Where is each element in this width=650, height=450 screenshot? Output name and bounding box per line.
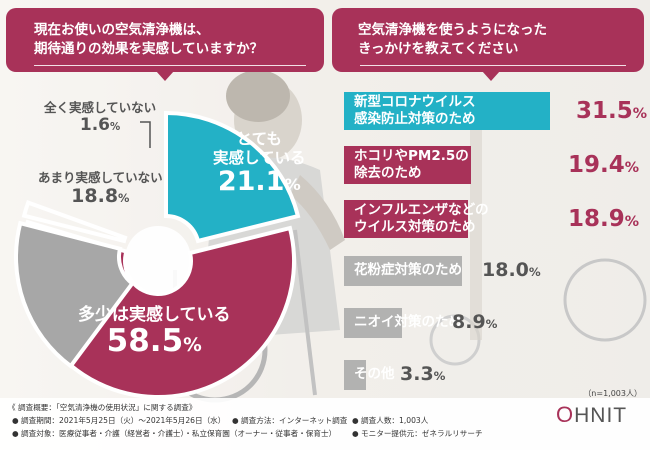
- survey-respondents: ● 調査人数：1,003人: [352, 416, 429, 425]
- slice-value-text: 58.5%: [106, 323, 202, 359]
- bar-other: その他 3.3%: [344, 360, 644, 390]
- slice-very-satisfied: [164, 110, 301, 244]
- percent-unit: %: [118, 190, 130, 205]
- left-header-pointer: [156, 71, 174, 81]
- bar-covid-prevention: 新型コロナウイルス 感染防止対策のため 31.5%: [344, 92, 648, 130]
- bar-category-label: 新型コロナウイルス 感染防止対策のため: [354, 94, 476, 127]
- label-very-satisfied: とても 実感している 21.1%: [213, 130, 306, 199]
- bar-category-label: 花粉症対策のため: [354, 262, 462, 278]
- survey-period: ● 調査期間：2021年5月25日（火）～2021年5月26日（水）: [12, 416, 226, 425]
- bar-value-label: 3.3%: [400, 363, 446, 385]
- bar-fill: [344, 92, 550, 130]
- bar-hay-fever: 花粉症対策のため 18.0%: [344, 256, 644, 286]
- slice-value-text: 18.8%: [71, 184, 130, 207]
- left-question-header: 現在お使いの空気清浄機は、 期待通りの効果を実感していますか？: [6, 8, 324, 81]
- survey-method: ● 調査方法：インターネット調査: [232, 416, 348, 425]
- label-somewhat-satisfied: 多少は実感している 58.5%: [78, 305, 231, 362]
- bar-category-label: その他: [354, 366, 395, 382]
- survey-target: ● 調査対象：医療従事者・介護（経営者・介護士）・私立保育園（オーナー・従事者・…: [12, 429, 337, 438]
- bar-value-label: 19.4%: [568, 152, 640, 178]
- bar-category-label: インフルエンザなどの ウイルス対策のため: [354, 202, 489, 235]
- left-header-rule: [34, 65, 306, 66]
- callout-bracket: [140, 121, 151, 148]
- logo-mark: O: [556, 402, 575, 427]
- bar-fill: [344, 146, 471, 184]
- percent-unit: %: [624, 160, 640, 176]
- slice-not-very-satisfied: [14, 220, 136, 369]
- sample-size-note: （n=1,003人）: [583, 389, 642, 398]
- bar-fill: [344, 256, 462, 286]
- right-header-rule: [360, 65, 626, 66]
- percent-unit: %: [284, 175, 301, 194]
- percent-unit: %: [485, 317, 498, 331]
- bar-fill: [344, 200, 468, 238]
- label-not-very-satisfied: あまり実感していない 18.8%: [38, 170, 163, 209]
- slice-label-text: 多少は実感している: [78, 305, 231, 325]
- bar-value-label: 8.9%: [452, 311, 498, 333]
- bar-odor: ニオイ対策のため 8.9%: [344, 308, 644, 338]
- bar-dust-pm25: ホコリやPM2.5の 除去のため 19.4%: [344, 146, 644, 184]
- survey-footer: 《 調査概要：「空気清浄機の使用状況」に関する調査》 ● 調査期間：2021年5…: [0, 398, 650, 450]
- bar-influenza: インフルエンザなどの ウイルス対策のため 18.9%: [344, 200, 644, 238]
- bar-category-label: ニオイ対策のため: [354, 314, 462, 330]
- slice-not-at-all-satisfied: [21, 200, 128, 244]
- bar-value-label: 18.9%: [568, 206, 640, 232]
- label-not-at-all-satisfied: 全く実感していない 1.6%: [44, 100, 156, 137]
- slice-label-text: 全く実感していない: [44, 100, 157, 115]
- donut-center-hole: [125, 226, 191, 292]
- bar-fill: [344, 308, 403, 338]
- right-question-header: 空気清浄機を使うようになった きっかけを教えてください: [332, 8, 644, 81]
- survey-overview: 《 調査概要：「空気清浄機の使用状況」に関する調査》: [8, 403, 197, 412]
- percent-unit: %: [624, 214, 640, 230]
- left-question-line1: 現在お使いの空気清浄機は、: [34, 22, 210, 38]
- monitor-provider: ● モニター提供元：ゼネラルリサーチ: [352, 429, 483, 438]
- bar-category-label: ホコリやPM2.5の 除去のため: [354, 148, 469, 181]
- percent-unit: %: [183, 335, 202, 356]
- slice-value-text: 1.6%: [79, 114, 121, 135]
- percent-unit: %: [433, 369, 446, 383]
- percent-unit: %: [110, 121, 121, 133]
- percent-unit: %: [632, 106, 648, 122]
- slice-label-text: とても 実感している: [213, 130, 306, 167]
- right-question-line1: 空気清浄機を使うようになった: [358, 22, 547, 38]
- right-header-pointer: [482, 71, 500, 81]
- left-question-line2: 期待通りの効果を実感していますか？: [34, 41, 264, 57]
- slice-label-text: あまり実感していない: [38, 170, 163, 185]
- right-question-line2: きっかけを教えてください: [358, 41, 519, 57]
- bar-value-label: 18.0%: [482, 259, 541, 281]
- logo-text: HNIT: [574, 404, 628, 427]
- bar-value-label: 31.5%: [576, 98, 648, 124]
- bar-fill: [344, 360, 366, 390]
- ohnit-logo: OHNIT: [556, 402, 627, 428]
- percent-unit: %: [528, 265, 541, 279]
- slice-value-text: 21.1%: [217, 166, 301, 197]
